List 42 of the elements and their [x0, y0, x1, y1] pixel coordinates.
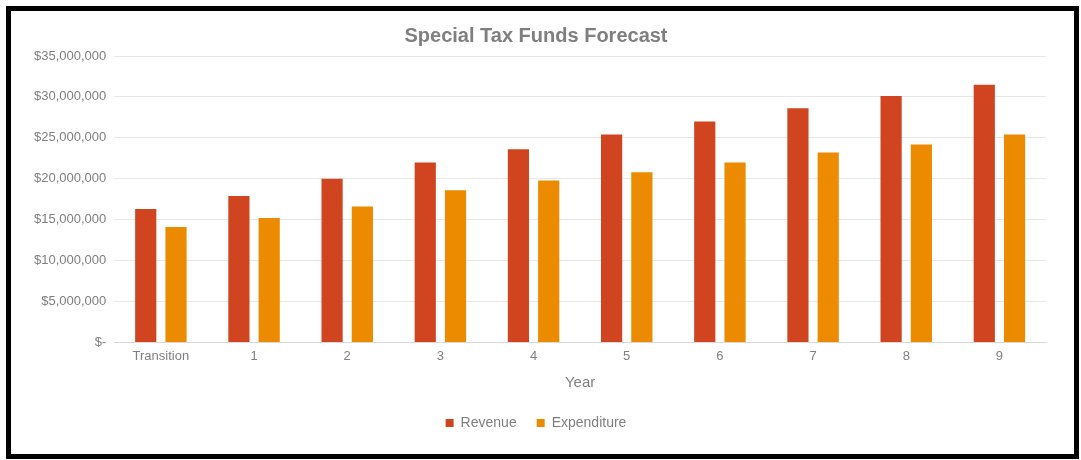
y-tick-label: $20,000,000 — [34, 170, 107, 186]
x-tick-label: Transition — [132, 347, 190, 363]
bar — [165, 227, 187, 342]
y-tick-label: $- — [94, 333, 107, 349]
x-tick-label: 8 — [902, 347, 910, 363]
x-axis-title: Year — [564, 373, 596, 391]
bar — [600, 134, 623, 342]
y-tick-label: $15,000,000 — [34, 211, 107, 227]
bar — [694, 121, 716, 342]
bar — [351, 206, 373, 342]
bar — [631, 172, 653, 342]
x-tick-label: 1 — [250, 347, 258, 363]
x-tick-label: 9 — [995, 347, 1004, 363]
y-tick-label: $10,000,000 — [34, 252, 107, 268]
bar — [228, 195, 250, 342]
bar — [787, 108, 809, 342]
bar — [135, 209, 157, 342]
bar — [538, 180, 560, 342]
bar — [507, 149, 530, 342]
y-tick-label: $5,000,000 — [41, 293, 107, 309]
bar — [724, 162, 746, 342]
y-tick-label: $35,000,000 — [34, 47, 107, 63]
bar — [817, 152, 839, 342]
bar — [258, 218, 280, 342]
y-tick-label: $25,000,000 — [34, 129, 107, 145]
x-tick-label: 2 — [343, 347, 351, 363]
bar — [1003, 134, 1026, 342]
bar — [880, 96, 902, 342]
y-tick-label: $30,000,000 — [34, 88, 107, 104]
legend-label: Expenditure — [551, 413, 627, 430]
bar — [444, 190, 467, 342]
x-tick-label: 7 — [809, 347, 817, 363]
x-tick-label: 3 — [436, 347, 445, 363]
bar — [414, 162, 436, 342]
x-tick-label: 6 — [716, 347, 724, 363]
bar — [321, 178, 343, 342]
legend-label: Revenue — [460, 413, 517, 430]
chart-title: Special Tax Funds Forecast — [404, 23, 668, 46]
bar — [973, 84, 995, 342]
x-tick-label: 4 — [529, 347, 538, 363]
x-tick-label: 5 — [623, 347, 631, 363]
bar — [910, 144, 932, 342]
